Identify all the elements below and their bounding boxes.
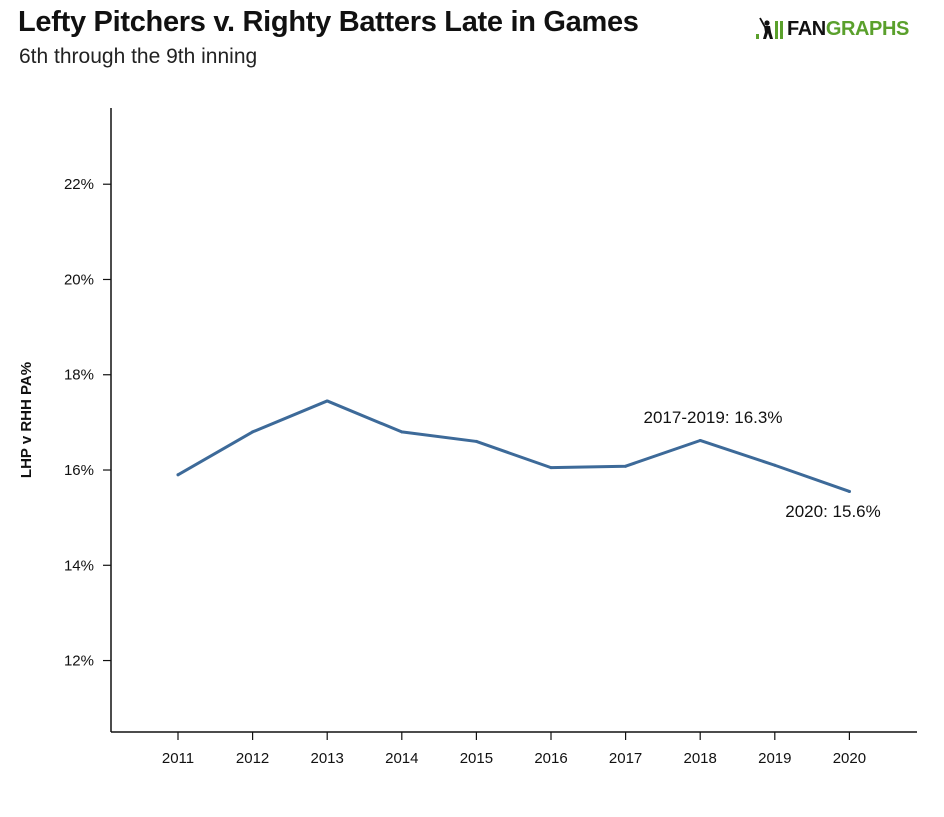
x-tick-label: 2012 [236,750,269,767]
data-point [325,399,329,403]
x-tick-label: 2016 [534,750,567,767]
chart-axes [110,108,917,733]
chart-annotations: 2017-2019: 16.3% 2020: 15.6% [644,408,881,521]
series-line [176,399,851,493]
x-axis-ticks: 2011 2012 2013 2014 2015 2016 2017 2018 2019 2020 [162,732,866,767]
y-tick-label: 20% [64,271,94,288]
x-tick-label: 2017 [609,750,642,767]
data-point [549,466,553,470]
y-axis-ticks: 12% 14% 16% 18% 20% 22% [64,176,111,670]
chart-title: Lefty Pitchers v. Righty Batters Late in… [18,6,639,38]
x-tick-label: 2014 [385,750,418,767]
y-tick-label: 16% [64,462,94,479]
y-axis-title: LHP v RHH PA% [18,362,35,478]
x-tick-label: 2013 [311,750,344,767]
annotation-label: 2020: 15.6% [785,502,880,521]
data-point [251,430,255,434]
x-tick-label: 2015 [460,750,493,767]
data-point [400,430,404,434]
annotation-label: 2017-2019: 16.3% [644,408,783,427]
fangraphs-logo: FANGRAPHS [756,14,909,44]
x-tick-label: 2019 [758,750,791,767]
data-point [176,473,180,477]
y-tick-label: 18% [64,367,94,384]
data-point [474,439,478,443]
data-point [624,464,628,468]
y-tick-label: 14% [64,557,94,574]
x-tick-label: 2011 [162,750,194,767]
y-tick-label: 22% [64,176,94,193]
y-tick-label: 12% [64,653,94,670]
chart-series [176,399,851,493]
data-point [773,463,777,467]
x-tick-label: 2020 [833,750,866,767]
logo-text-graphs: GRAPHS [825,17,910,40]
batter-icon [756,17,784,41]
data-point [698,438,702,442]
x-tick-label: 2018 [684,750,717,767]
chart-subtitle: 6th through the 9th inning [19,45,258,68]
logo-text-fan: FAN [787,17,826,40]
data-point [847,489,851,493]
